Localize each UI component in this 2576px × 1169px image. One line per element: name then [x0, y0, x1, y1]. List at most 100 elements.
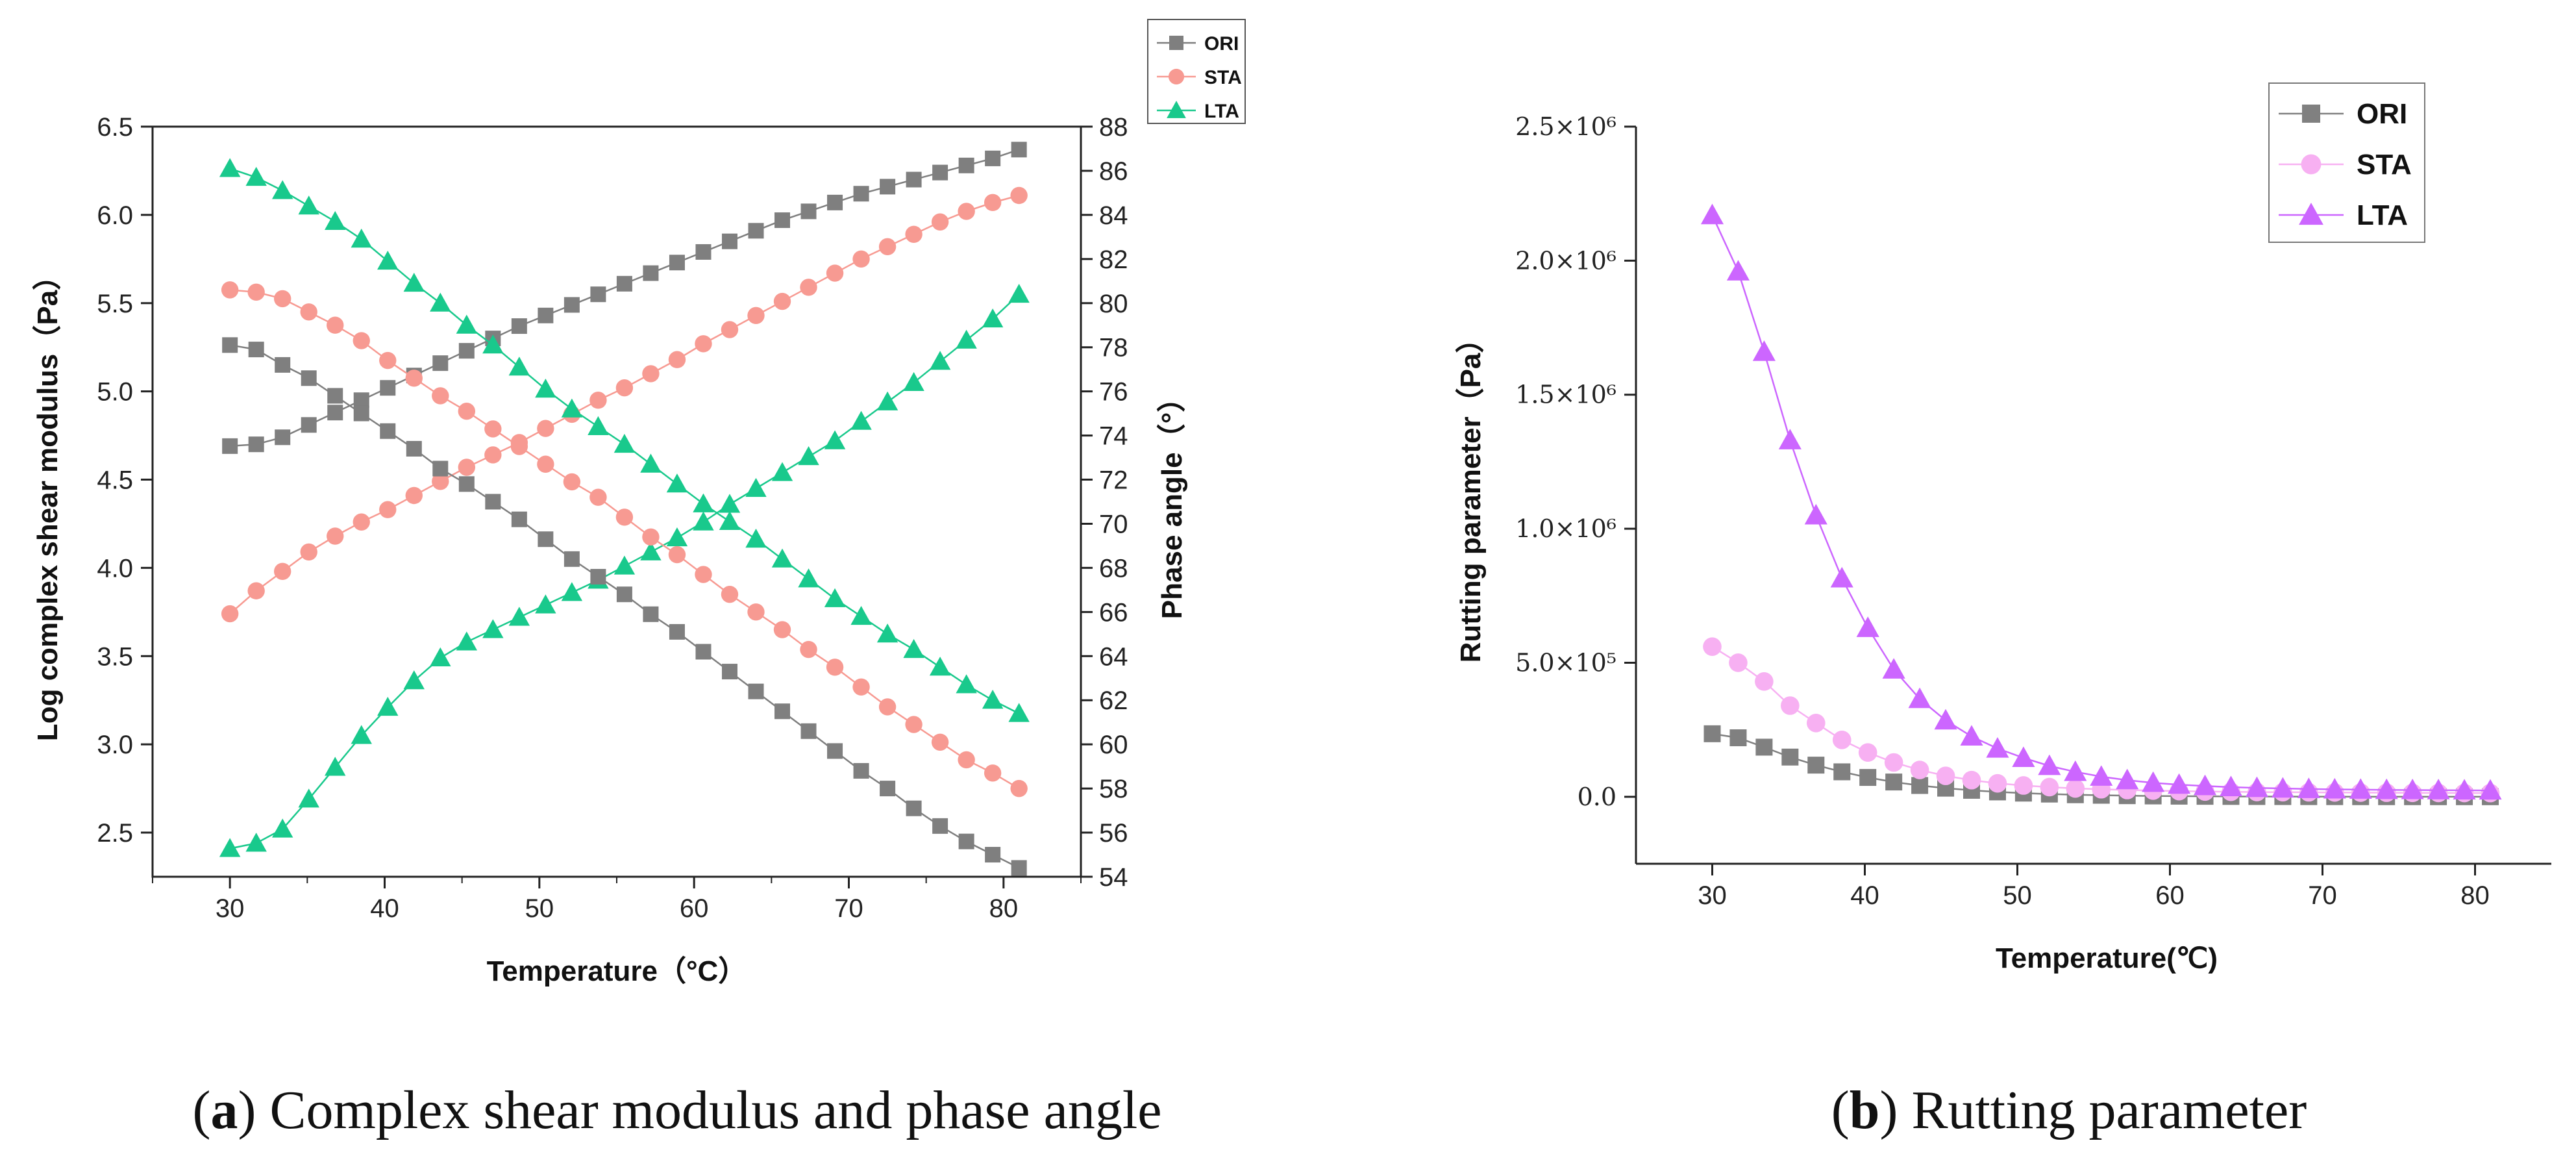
- panel-a-point-lta-phase_angle: [219, 158, 241, 177]
- caption-b: (b) Rutting parameter: [1831, 1080, 2307, 1140]
- panel-b-x-axis-title: Temperature(℃): [1996, 942, 2218, 974]
- caption-a: (a) Complex shear modulus and phase angl…: [193, 1080, 1162, 1140]
- panel-a-point-lta-complex_modulus: [929, 351, 951, 370]
- panel-b-point-sta: [1755, 672, 1774, 691]
- panel-a-point-ori-complex_modulus: [800, 203, 817, 220]
- panel-a-point-lta-complex_modulus: [666, 527, 688, 547]
- panel-b-point-ori: [1885, 773, 1903, 791]
- panel-a-point-ori-complex_modulus: [958, 157, 974, 173]
- panel-a-point-sta-phase_angle: [668, 546, 686, 564]
- panel-a-x-tick-label: 40: [370, 894, 399, 923]
- panel-a-point-ori-phase_angle: [380, 423, 396, 439]
- panel-a-y2-tick-label: 66: [1099, 598, 1128, 627]
- panel-a-point-lta-complex_modulus: [982, 308, 1004, 328]
- panel-b-legend-label: ORI: [2357, 98, 2407, 130]
- panel-a-y2-tick-label: 68: [1099, 554, 1128, 583]
- panel-a-point-ori-phase_angle: [1011, 860, 1027, 876]
- panel-a-point-lta-phase_angle: [903, 638, 924, 659]
- panel-a-y2-tick-label: 76: [1099, 378, 1128, 407]
- panel-a-point-sta-phase_angle: [695, 566, 712, 583]
- panel-a-point-sta-phase_angle: [721, 585, 739, 603]
- panel-a-point-ori-phase_angle: [853, 762, 869, 779]
- panel-a-point-sta-phase_angle: [984, 764, 1002, 782]
- panel-a-line-ori-complex_modulus: [230, 149, 1020, 447]
- panel-a-legend-marker: [1169, 36, 1183, 50]
- panel-a-point-sta-phase_angle: [458, 403, 476, 420]
- panel-a-point-sta-complex_modulus: [984, 194, 1002, 212]
- panel-a-point-lta-complex_modulus: [245, 833, 267, 852]
- panel-b-legend-marker: [2302, 105, 2320, 123]
- caption-a-letter: a: [210, 1080, 238, 1140]
- panel-a-y2-tick-label: 58: [1099, 775, 1128, 803]
- panel-a-point-ori-complex_modulus: [721, 233, 737, 249]
- panel-a-point-sta-complex_modulus: [484, 446, 502, 464]
- panel-b-point-sta: [1729, 653, 1748, 672]
- panel-a-x-tick-label: 60: [680, 894, 709, 923]
- panel-a-point-ori-phase_angle: [275, 357, 291, 373]
- panel-a-point-lta-complex_modulus: [482, 619, 504, 638]
- panel-b-x-tick-label: 30: [1698, 881, 1727, 910]
- panel-a-point-sta-phase_angle: [484, 420, 502, 438]
- panel-a-point-lta-complex_modulus: [850, 410, 872, 430]
- panel-b-legend: ORI STA LTA: [2268, 82, 2425, 243]
- panel-b-y-tick-label: 2.0×10⁶: [1515, 246, 1616, 275]
- panel-a-point-sta-phase_angle: [905, 716, 923, 733]
- panel-a-point-sta-phase_angle: [300, 303, 317, 321]
- panel-a-point-lta-phase_angle: [325, 210, 346, 231]
- panel-a-point-ori-phase_angle: [958, 833, 974, 849]
- panel-a-point-sta-phase_angle: [432, 387, 449, 405]
- panel-a-point-ori-phase_angle: [485, 494, 501, 510]
- panel-a-point-ori-complex_modulus: [538, 307, 554, 323]
- panel-a-point-sta-phase_angle: [327, 316, 344, 334]
- panel-a-point-ori-complex_modulus: [458, 343, 475, 359]
- panel-a-point-sta-complex_modulus: [221, 605, 239, 623]
- panel-b-y-tick-label: 1.0×10⁶: [1515, 514, 1616, 543]
- panel-a-point-lta-phase_angle: [745, 529, 767, 548]
- panel-a-legend: ORI STA LTA: [1147, 19, 1246, 124]
- panel-a-point-lta-phase_angle: [351, 229, 372, 248]
- panel-b-point-lta: [2168, 773, 2191, 794]
- panel-a-point-sta-complex_modulus: [958, 203, 975, 220]
- panel-a-y2-tick-label: 64: [1099, 642, 1128, 671]
- panel-b-y-tick-label: 2.5×10⁶: [1515, 112, 1616, 141]
- panel-b-point-ori: [1833, 763, 1851, 781]
- panel-a-point-sta-complex_modulus: [247, 582, 265, 599]
- panel-b-y-tick-label: 5.0×10⁵: [1515, 648, 1616, 677]
- panel-a-legend-marker: [1168, 68, 1185, 85]
- panel-a-point-ori-complex_modulus: [774, 212, 791, 229]
- panel-a-point-lta-complex_modulus: [561, 582, 583, 601]
- panel-a-point-sta-phase_angle: [642, 528, 660, 546]
- panel-a-point-sta-complex_modulus: [905, 225, 923, 243]
- panel-a-y2-tick-label: 72: [1099, 466, 1128, 495]
- panel-a-point-lta-phase_angle: [719, 510, 741, 531]
- panel-a-point-ori-complex_modulus: [564, 297, 580, 313]
- panel-b-point-lta: [2297, 777, 2320, 798]
- panel-a-point-lta-complex_modulus: [403, 670, 425, 690]
- panel-a-point-sta-complex_modulus: [773, 292, 791, 310]
- panel-a-point-ori-phase_angle: [432, 460, 449, 477]
- panel-a-point-sta-phase_angle: [615, 509, 634, 526]
- panel-a-point-ori-phase_angle: [774, 703, 791, 720]
- panel-a-point-ori-complex_modulus: [248, 436, 264, 453]
- panel-a-point-ori-phase_angle: [695, 644, 712, 660]
- panel-a-point-sta-complex_modulus: [615, 379, 634, 397]
- panel-a-point-lta-phase_angle: [850, 605, 872, 625]
- panel-b-point-sta: [1936, 766, 1955, 785]
- panel-a-point-ori-phase_angle: [301, 370, 317, 386]
- panel-a-point-sta-complex_modulus: [353, 513, 370, 531]
- panel-a-point-sta-phase_angle: [510, 438, 528, 455]
- panel-a-point-lta-complex_modulus: [640, 541, 662, 560]
- panel-b-point-lta: [1934, 709, 1957, 730]
- panel-a-point-sta-phase_angle: [247, 283, 265, 301]
- panel-a-point-lta-phase_angle: [403, 272, 425, 292]
- panel-a-point-lta-complex_modulus: [430, 647, 451, 666]
- panel-a-point-ori-phase_angle: [880, 781, 896, 797]
- panel-b-point-sta: [1962, 770, 1981, 790]
- panel-b-chart: 30 40 50 60 70 80 0.0 5.0×10⁵ 1.0×10⁶ 1.5×10⁶ 2.0…: [1455, 82, 2551, 974]
- panel-b-y-tick-label: 1.5×10⁶: [1515, 381, 1616, 409]
- panel-a-point-sta-phase_angle: [537, 455, 554, 473]
- panel-b-point-lta: [1778, 429, 1802, 449]
- panel-a-point-ori-phase_angle: [932, 818, 948, 834]
- panel-a-legend-label: STA: [1204, 67, 1242, 88]
- panel-b-point-lta: [1882, 658, 1905, 679]
